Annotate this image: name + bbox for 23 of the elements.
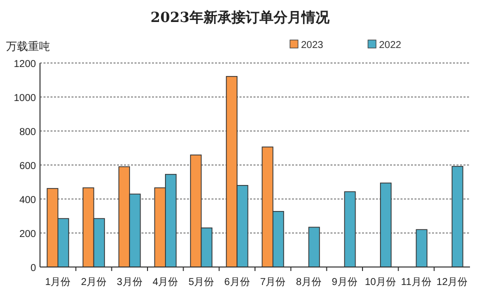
y-tick-label: 800 <box>19 127 36 138</box>
x-tick-label: 12月份 <box>436 277 468 288</box>
y-axis-title: 万载重吨 <box>6 40 50 53</box>
y-tick-label: 0 <box>30 263 36 274</box>
x-tick-label: 3月份 <box>116 277 142 288</box>
x-tick-label: 10月份 <box>364 277 396 288</box>
x-tick-label: 7月份 <box>260 277 286 288</box>
y-tick-label: 400 <box>19 195 36 206</box>
x-tick-label: 11月份 <box>401 277 432 288</box>
x-tick-label: 8月份 <box>296 277 322 288</box>
x-tick-label: 1月份 <box>45 277 71 288</box>
x-tick-label: 2月份 <box>80 277 107 288</box>
chart-title: 2023年新承接订单分月情况 <box>150 9 330 26</box>
y-tick-label: 600 <box>19 161 36 172</box>
legend-label: 2022 <box>379 40 402 51</box>
y-tick-label: 1200 <box>14 59 36 70</box>
y-tick-label: 1000 <box>14 93 36 104</box>
x-tick-label: 4月份 <box>152 277 178 288</box>
x-tick-label: 5月份 <box>188 277 214 288</box>
y-tick-label: 200 <box>19 229 36 240</box>
legend-label: 2023 <box>301 40 324 51</box>
x-tick-label: 6月份 <box>224 277 250 288</box>
x-tick-label: 9月份 <box>332 277 358 288</box>
